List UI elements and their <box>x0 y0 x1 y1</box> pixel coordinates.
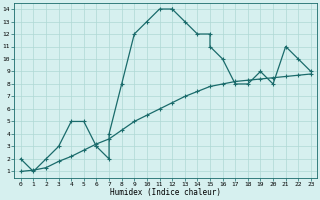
X-axis label: Humidex (Indice chaleur): Humidex (Indice chaleur) <box>110 188 221 197</box>
